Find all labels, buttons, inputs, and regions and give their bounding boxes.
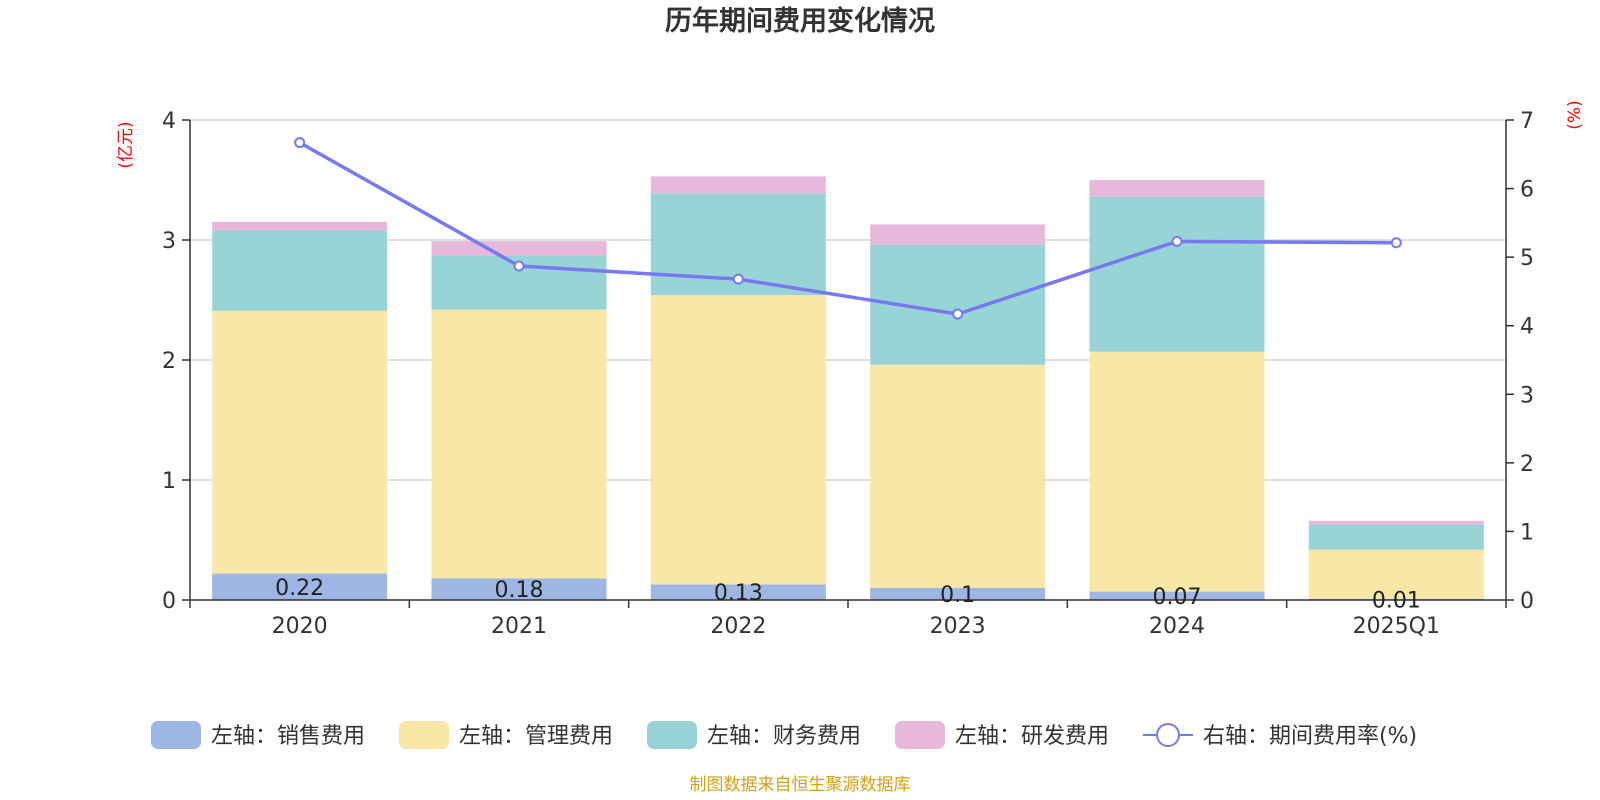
right-axis-unit: (%): [1565, 100, 1585, 129]
bar-segment: [431, 578, 607, 600]
legend-label: 左轴：财务费用: [707, 724, 861, 749]
bar-data-label: 0.13: [714, 581, 763, 606]
legend-label: 右轴：期间费用率(%): [1203, 724, 1417, 749]
bar-segment: [1089, 196, 1265, 352]
bar-segment: [431, 309, 607, 579]
left-axis-unit: (亿元): [116, 121, 136, 168]
legend-label: 左轴：管理费用: [459, 724, 613, 749]
data-labels: 0.22 0.18 0.13 0.1 0.07 0.01: [275, 576, 1421, 614]
bar-segment: [870, 588, 1046, 600]
bar-segment: [1308, 549, 1484, 599]
x-tick-label: 2021: [491, 614, 547, 639]
bar-segment: [1089, 351, 1265, 592]
bar-data-label: 0.22: [275, 576, 324, 601]
x-tick-label: 2025Q1: [1353, 614, 1440, 639]
bar-data-label: 0.01: [1372, 588, 1421, 613]
bar-segment: [431, 241, 607, 256]
bar-segment: [212, 230, 388, 311]
bar-segment: [1308, 520, 1484, 525]
bar-segment: [650, 295, 826, 585]
x-tick-label: 2020: [272, 614, 328, 639]
left-tick-label: 4: [162, 109, 176, 134]
rate-point: [513, 260, 525, 272]
bar-data-label: 0.18: [495, 578, 544, 603]
bar-segment: [870, 224, 1046, 245]
legend-label: 左轴：销售费用: [211, 724, 365, 749]
rate-line-path: [298, 141, 1397, 316]
rate-point: [1171, 235, 1183, 247]
right-tick-label: 4: [1520, 315, 1534, 340]
rate-point: [1390, 237, 1402, 249]
rate-point: [732, 273, 744, 285]
x-tick-label: 2023: [930, 614, 986, 639]
left-tick-label: 3: [162, 229, 176, 254]
right-tick-label: 2: [1520, 452, 1534, 477]
rate-point: [294, 137, 306, 149]
bar-data-label: 0.07: [1153, 585, 1202, 610]
bar-data-label: 0.1: [940, 583, 975, 608]
bar-segment: [212, 222, 388, 231]
legend-swatch: [895, 721, 945, 749]
right-tick-label: 3: [1520, 383, 1534, 408]
rate-line: [294, 137, 1402, 320]
left-tick-label: 2: [162, 349, 176, 374]
right-tick-label: 1: [1520, 520, 1534, 545]
right-tick-label: 0: [1520, 589, 1534, 614]
legend-swatch: [151, 721, 201, 749]
legend-swatch: [647, 721, 697, 749]
x-tick-label: 2024: [1149, 614, 1205, 639]
legend-label: 左轴：研发费用: [955, 724, 1109, 749]
right-tick-label: 5: [1520, 246, 1534, 271]
bar-segment: [650, 584, 826, 600]
legend-swatch: [399, 721, 449, 749]
bars: [212, 176, 1484, 600]
legend-swatch-marker: [1156, 723, 1180, 747]
bar-segment: [212, 310, 388, 574]
x-tick-label: 2022: [710, 614, 766, 639]
axes: 0 1 2 3 4 0 1 2 3 4 5 6 7 2020 2021 2022 2023 2024 2025Q1: [162, 109, 1534, 639]
rate-point: [952, 308, 964, 320]
bar-segment: [1089, 180, 1265, 197]
bar-segment: [1089, 591, 1265, 600]
bar-segment: [1308, 524, 1484, 550]
left-tick-label: 0: [162, 589, 176, 614]
right-tick-label: 6: [1520, 178, 1534, 203]
source-note: 制图数据来自恒生聚源数据库: [690, 775, 911, 795]
chart-title: 历年期间费用变化情况: [665, 5, 935, 37]
bar-segment: [870, 364, 1046, 588]
legend: 左轴：销售费用 左轴：管理费用 左轴：财务费用 左轴：研发费用 右轴：期间费用率(%): [151, 721, 1417, 749]
bar-segment: [212, 573, 388, 600]
left-tick-label: 1: [162, 469, 176, 494]
right-tick-label: 7: [1520, 109, 1534, 134]
bar-segment: [650, 176, 826, 194]
